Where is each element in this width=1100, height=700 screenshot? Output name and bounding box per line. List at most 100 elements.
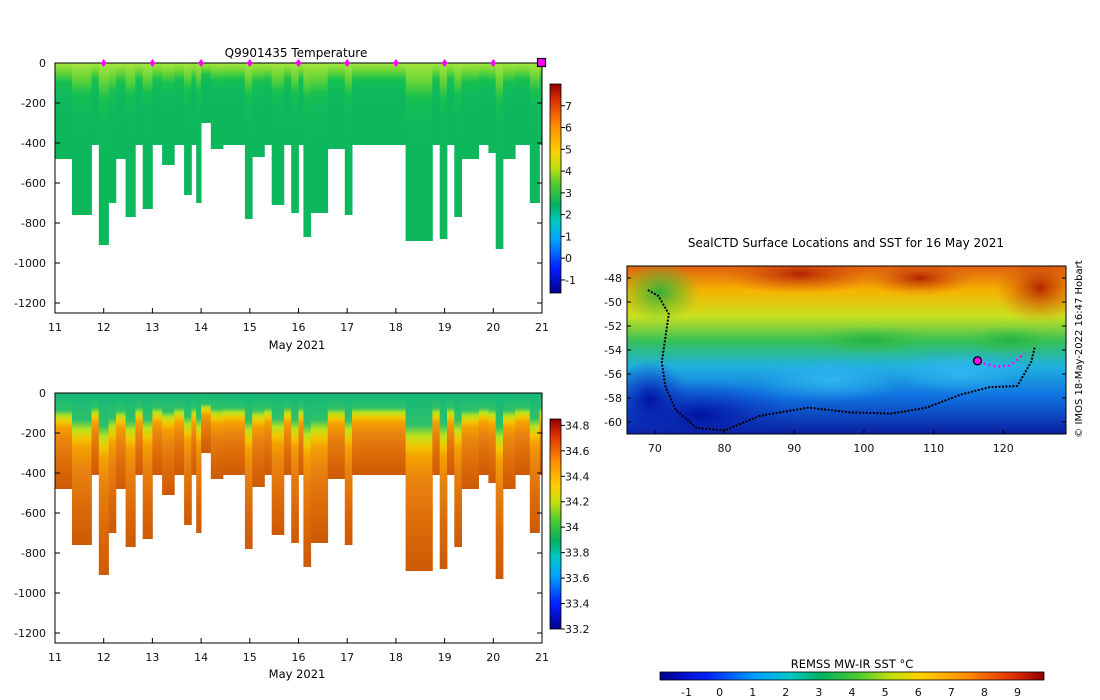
s-profile-column [252, 393, 265, 487]
map-title: SealCTD Surface Locations and SST for 16… [688, 236, 1004, 250]
t-y-tick-label: -600 [21, 177, 46, 190]
s-x-tick-label: 19 [438, 651, 452, 664]
t-y-tick-label: -200 [21, 97, 46, 110]
s-profile-column [291, 393, 299, 543]
profile-marker [295, 59, 302, 67]
t-profile-column [539, 63, 543, 145]
s-profile-column [432, 393, 441, 475]
t-profile-column [432, 63, 441, 145]
lat-tick-label: -60 [604, 416, 622, 429]
t-profile-column [376, 63, 392, 145]
t-profile-column [98, 63, 109, 245]
t-profile-column [515, 63, 531, 145]
s-y-tick-label: -800 [21, 547, 46, 560]
sst-cbar-tick-label: -1 [681, 686, 692, 699]
s-profile-column [503, 393, 516, 489]
t-profile-column [210, 63, 224, 149]
s-profile-column [162, 393, 175, 495]
s-profile-column [352, 393, 363, 475]
s-x-tick-label: 15 [243, 651, 257, 664]
t-profile-column [529, 63, 540, 203]
t-profile-column [152, 63, 163, 145]
t-profile-column [191, 63, 197, 145]
lon-tick-label: 100 [853, 442, 874, 455]
lat-tick-label: -56 [604, 368, 622, 381]
lon-tick-label: 90 [787, 442, 801, 455]
sst-colorbar-label: REMSS MW-IR SST °C [791, 657, 914, 671]
s-profile-column [495, 393, 504, 579]
s-y-tick-label: -600 [21, 507, 46, 520]
recent-track-line [978, 352, 1025, 369]
t-x-tick-label: 15 [243, 321, 257, 334]
t-x-tick-label: 19 [438, 321, 452, 334]
t-profile-column [201, 63, 212, 123]
t-profile-column [495, 63, 504, 249]
s-profile-column [461, 393, 479, 489]
s-profile-column [376, 393, 392, 475]
s-cbar-tick-label: 33.8 [565, 547, 590, 560]
t-profile-column [174, 63, 185, 145]
temperature-x-axis: 11 12 13 14 15 16 17 18 19 20 21 [48, 308, 549, 334]
s-profile-column [191, 393, 197, 475]
profile-marker [149, 59, 156, 67]
t-profile-column [291, 63, 299, 213]
s-cbar-tick-label: 33.4 [565, 598, 590, 611]
t-cbar-tick-label: -1 [565, 274, 576, 287]
s-profile-column [439, 393, 448, 569]
t-cbar-tick-label: 1 [565, 230, 572, 243]
s-profile-column [539, 393, 543, 475]
lat-tick-label: -58 [604, 392, 622, 405]
s-profile-column [454, 393, 462, 547]
t-x-tick-label: 18 [389, 321, 403, 334]
s-cbar-tick-label: 34.2 [565, 496, 590, 509]
s-profile-column [515, 393, 531, 475]
t-profile-column [162, 63, 175, 165]
t-y-tick-label: -1200 [14, 297, 46, 310]
s-profile-column [361, 393, 377, 475]
latitude-axis: -48 -50 -52 -54 -56 -58 -60 [604, 272, 1066, 429]
s-profile-column [55, 393, 73, 489]
t-profile-column [283, 63, 292, 145]
sst-cbar-tick-label: 2 [782, 686, 789, 699]
t-profile-column [142, 63, 153, 209]
s-profile-column [184, 393, 192, 525]
s-profile-column [327, 393, 346, 479]
s-profile-column [108, 393, 117, 533]
s-x-tick-label: 12 [97, 651, 111, 664]
s-cbar-tick-label: 33.6 [565, 572, 590, 585]
s-profile-column [142, 393, 153, 539]
s-y-tick-label: -1000 [14, 587, 46, 600]
t-y-tick-label: -1000 [14, 257, 46, 270]
s-profile-column [91, 393, 100, 475]
t-profile-column [184, 63, 192, 195]
t-profile-column [439, 63, 448, 239]
salinity-y-axis: 0 -200 -400 -600 -800 -1000 -1200 [14, 387, 542, 640]
salinity-panel: 0 -200 -400 -600 -800 -1000 -1200 11 12 13 14 15 16… [14, 387, 589, 681]
t-profile-column [264, 63, 273, 145]
salinity-x-label: May 2021 [269, 667, 326, 681]
s-cbar-tick-label: 34.6 [565, 445, 590, 458]
t-profile-column [344, 63, 353, 215]
seal-track [647, 289, 1036, 432]
sst-cbar-tick-label: 1 [749, 686, 756, 699]
s-x-tick-label: 18 [389, 651, 403, 664]
profile-marker [441, 59, 448, 67]
t-profile-column [303, 63, 312, 237]
t-x-tick-label: 16 [292, 321, 306, 334]
t-profile-column [135, 63, 144, 145]
t-profile-column [298, 63, 304, 145]
s-profile-column [391, 393, 406, 475]
s-profile-column [344, 393, 353, 545]
t-cbar-tick-label: 7 [565, 100, 572, 113]
lon-tick-label: 80 [718, 442, 732, 455]
profile-marker [344, 59, 351, 67]
t-x-tick-label: 21 [535, 321, 549, 334]
s-x-tick-label: 16 [292, 651, 306, 664]
s-x-tick-label: 11 [48, 651, 62, 664]
s-profile-column [201, 393, 212, 453]
s-profile-column [271, 393, 285, 535]
t-profile-column [235, 63, 246, 145]
salinity-section-fill [55, 393, 543, 579]
t-profile-column [108, 63, 117, 203]
t-profile-column [391, 63, 406, 145]
